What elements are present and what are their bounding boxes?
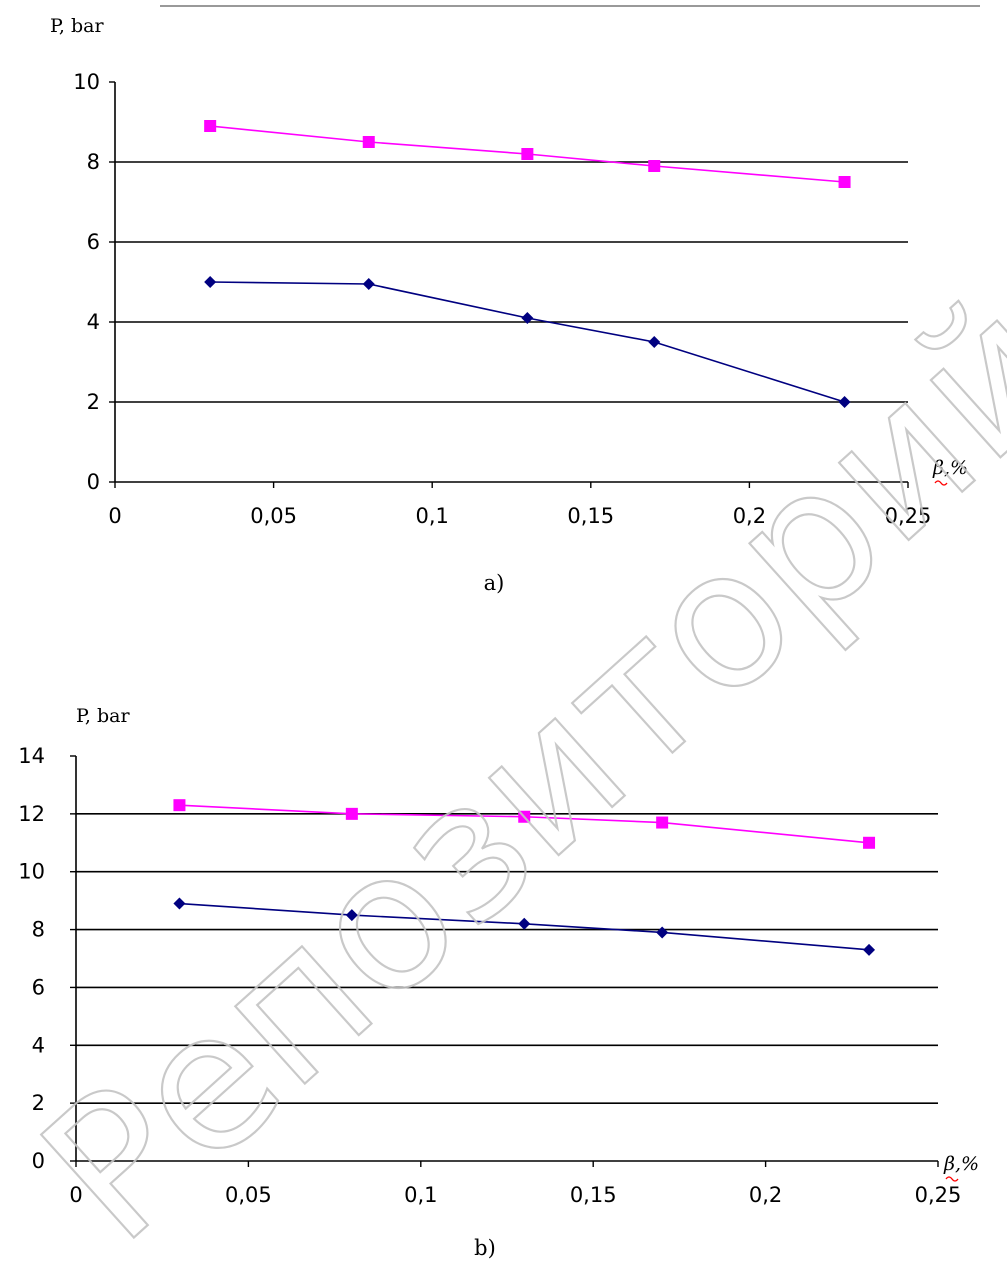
data-point [521,148,534,160]
spellcheck-squiggle [934,480,948,486]
data-point [648,160,661,172]
x-tick-label: 0,2 [733,504,766,528]
charts-group: 0 2 4 6 8 10 0 0,05 0,1 0,15 0,2 0,25 P, bar β,% a) 0 2 4… [18,15,979,1260]
data-point [173,799,186,812]
x-tick-label: 0,05 [225,1183,272,1207]
y-tick-label: 8 [32,918,45,942]
data-point [838,396,851,408]
data-point [838,176,851,188]
data-point [863,943,876,956]
x-axis-title: β,% [932,457,968,479]
y-tick-label: 6 [32,975,45,999]
y-axis-title: P, bar [76,705,131,727]
x-tick-label: 0,15 [570,1183,617,1207]
data-point [204,276,217,288]
series-1 [173,897,876,956]
y-tick-label: 2 [32,1091,45,1115]
chart-caption: a) [484,571,505,595]
chart-a: 0 2 4 6 8 10 0 0,05 0,1 0,15 0,2 0,25 P, bar β,% a) [50,15,968,595]
x-tick-label: 0,2 [749,1183,782,1207]
y-tick-label: 8 [87,150,100,174]
series-line [210,281,845,403]
data-point [173,897,186,910]
data-point [345,909,358,922]
data-point [518,917,531,930]
y-tick-label: 6 [87,230,100,254]
data-point [362,278,375,290]
data-point [521,312,534,324]
data-point [863,836,876,849]
y-tick-label: 10 [73,70,100,94]
x-tick-label: 0 [69,1183,82,1207]
series-0 [204,120,851,188]
chart-b: 0 2 4 6 8 10 12 14 0 0,05 0,1 0,15 0,2 0,25 P, bar β,% b… [18,705,979,1260]
y-tick-label: 4 [32,1033,45,1057]
x-axis-title: β,% [943,1153,979,1175]
x-tick-label: 0,15 [567,504,614,528]
y-tick-label: 4 [87,310,100,334]
data-point [345,807,358,820]
data-point [648,336,661,348]
data-point [518,810,531,823]
y-tick-label: 10 [18,860,45,884]
x-tick-label: 0,1 [415,504,448,528]
series-1 [204,276,851,408]
y-tick-label: 12 [18,802,45,826]
series-0 [173,799,876,849]
x-tick-label: 0,1 [404,1183,437,1207]
y-tick-label: 0 [87,470,100,494]
data-point [656,926,669,939]
y-tick-label: 0 [32,1149,45,1173]
data-point [204,120,217,132]
y-tick-label: 2 [87,390,100,414]
x-tick-label: 0,25 [885,504,932,528]
x-tick-label: 0,05 [250,504,297,528]
data-point [362,136,375,148]
data-point [656,816,669,829]
chart-caption: b) [474,1236,496,1260]
x-tick-label: 0,25 [915,1183,962,1207]
x-tick-label: 0 [108,504,121,528]
y-axis-title: P, bar [50,15,105,37]
y-tick-label: 14 [18,744,45,768]
spellcheck-squiggle [945,1176,959,1182]
